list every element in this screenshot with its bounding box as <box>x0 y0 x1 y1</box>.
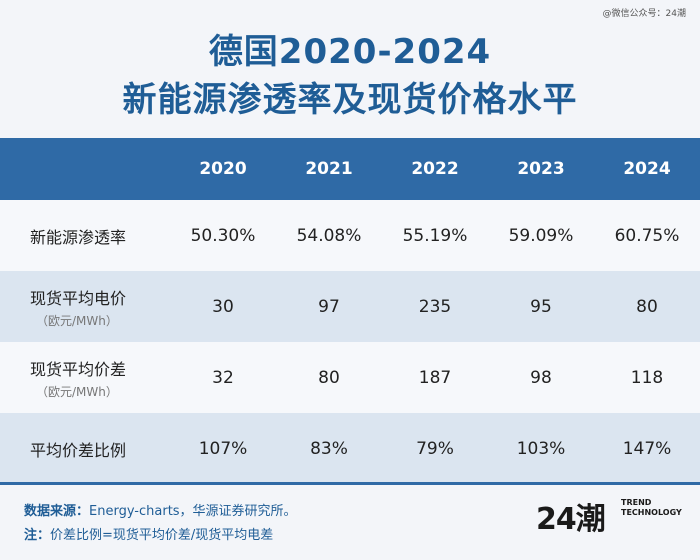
table-header-row: 2020 2021 2022 2023 2024 <box>0 138 700 200</box>
table-cell: 50.30% <box>170 200 276 271</box>
table-cell: 187 <box>382 342 488 413</box>
table-cell: 32 <box>170 342 276 413</box>
footer-divider <box>0 482 700 485</box>
row-label: 新能源渗透率 <box>0 200 170 271</box>
table-cell: 79% <box>382 413 488 484</box>
table-cell: 30 <box>170 271 276 342</box>
table-cell: 60.75% <box>594 200 700 271</box>
note-text: 价差比例=现货平均价差/现货平均电差 <box>50 528 274 543</box>
table-row: 平均价差比例 107% 83% 79% 103% 147% <box>0 413 700 484</box>
page-title: 德国2020-2024 <box>208 32 492 72</box>
table-cell: 55.19% <box>382 200 488 271</box>
row-label: 平均价差比例 <box>0 413 170 484</box>
data-table: 2020 2021 2022 2023 2024 新能源渗透率 50.30% 5… <box>0 138 700 484</box>
column-header: 2022 <box>382 138 488 200</box>
row-label: 现货平均电价 （欧元/MWh） <box>0 271 170 342</box>
row-label: 现货平均价差 （欧元/MWh） <box>0 342 170 413</box>
column-header: 2021 <box>276 138 382 200</box>
table-cell: 83% <box>276 413 382 484</box>
formula-note: 注：价差比例=现货平均价差/现货平均电差 <box>24 524 273 543</box>
column-header: 2024 <box>594 138 700 200</box>
source-text: Energy-charts，华源证券研究所。 <box>89 504 297 519</box>
row-label-text: 平均价差比例 <box>30 440 127 460</box>
table-cell: 103% <box>488 413 594 484</box>
row-label-text: 新能源渗透率 <box>30 227 127 247</box>
table-row: 现货平均价差 （欧元/MWh） 32 80 187 98 118 <box>0 342 700 413</box>
table-row: 新能源渗透率 50.30% 54.08% 55.19% 59.09% 60.75… <box>0 200 700 271</box>
brand-logo: 24潮 TREND TECHNOLOGY <box>536 494 686 537</box>
row-unit: （欧元/MWh） <box>36 384 118 399</box>
table-cell: 54.08% <box>276 200 382 271</box>
table-cell: 98 <box>488 342 594 413</box>
logo-line-2: TECHNOLOGY <box>621 508 682 517</box>
table-row: 现货平均电价 （欧元/MWh） 30 97 235 95 80 <box>0 271 700 342</box>
table-cell: 107% <box>170 413 276 484</box>
table-cell: 80 <box>594 271 700 342</box>
table-header-corner <box>0 138 170 200</box>
source-note: 数据来源：Energy-charts，华源证券研究所。 <box>24 500 297 519</box>
watermark: @微信公众号：24潮 <box>602 9 686 19</box>
table-cell: 59.09% <box>488 200 594 271</box>
page-subtitle: 新能源渗透率及现货价格水平 <box>122 80 578 120</box>
table-cell: 147% <box>594 413 700 484</box>
table-cell: 80 <box>276 342 382 413</box>
source-label: 数据来源： <box>24 504 90 519</box>
row-label-text: 现货平均价差 <box>30 359 127 379</box>
note-label: 注： <box>24 528 51 543</box>
table-cell: 118 <box>594 342 700 413</box>
table-cell: 235 <box>382 271 488 342</box>
logo-wordmark: TREND TECHNOLOGY <box>621 498 682 518</box>
table-cell: 95 <box>488 271 594 342</box>
column-header: 2020 <box>170 138 276 200</box>
row-label-text: 现货平均电价 <box>30 288 127 308</box>
logo-line-1: TREND <box>621 498 652 507</box>
column-header: 2023 <box>488 138 594 200</box>
table-cell: 97 <box>276 271 382 342</box>
row-unit: （欧元/MWh） <box>36 313 118 328</box>
logo-mark: 24潮 <box>536 502 606 537</box>
